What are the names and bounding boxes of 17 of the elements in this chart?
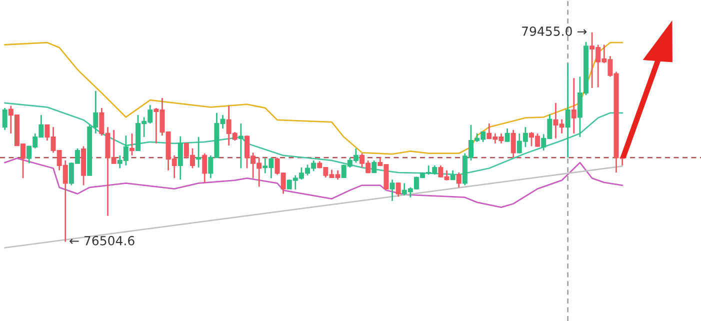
candlestick <box>196 136 202 168</box>
annotation: ← 76504.6 <box>70 236 134 246</box>
candlestick <box>2 107 8 131</box>
candlestick <box>396 182 401 198</box>
candlestick <box>504 128 510 143</box>
candlestick <box>129 132 134 156</box>
candlestick <box>510 129 516 158</box>
candlestick <box>565 62 570 158</box>
candlestick <box>571 77 576 134</box>
candlestick <box>372 160 377 174</box>
candlestick <box>178 136 183 180</box>
candlestick <box>202 152 208 184</box>
candlestick <box>390 178 395 202</box>
candlestick <box>456 172 462 188</box>
candlestick <box>238 122 244 169</box>
annotation: 79455.0 → <box>522 26 587 36</box>
candlestick <box>450 170 456 180</box>
